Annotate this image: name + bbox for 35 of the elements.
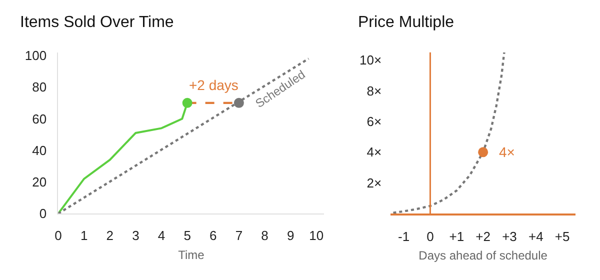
- x-tick-label: 0: [426, 228, 434, 244]
- x-tick-label: 5: [184, 228, 191, 244]
- y-tick-label: 60: [32, 111, 47, 126]
- chart-title: Price Multiple: [358, 14, 454, 31]
- y-tick-label: 0: [39, 206, 47, 222]
- x-axis-title: Days ahead of schedule: [418, 248, 548, 262]
- x-tick-label: -1: [398, 228, 410, 244]
- x-tick-label: 9: [286, 228, 294, 244]
- y-tick-label: 8×: [366, 83, 382, 98]
- y-tick-label: 10×: [360, 52, 382, 68]
- y-tick-label: 100: [24, 48, 47, 64]
- x-tick-label: +5: [554, 228, 570, 244]
- y-tick-label: 2×: [366, 175, 382, 190]
- x-axis-title: Time: [178, 248, 205, 262]
- y-tick-label: 4×: [366, 144, 382, 160]
- x-tick-label: +3: [502, 228, 517, 244]
- x-tick-label: +2: [476, 228, 490, 244]
- x-tick-label: 8: [261, 228, 268, 244]
- x-tick-label: +1: [449, 228, 464, 244]
- y-tick-label: 40: [32, 142, 47, 158]
- x-tick-label: 7: [235, 228, 243, 244]
- annotation: 4×: [499, 144, 515, 160]
- x-tick-label: 6: [210, 228, 217, 244]
- x-tick-label: 4: [158, 228, 166, 244]
- x-tick-label: 10: [309, 228, 324, 244]
- x-tick-label: 3: [132, 228, 140, 244]
- x-tick-label: 2: [106, 228, 114, 244]
- chart-title: Items Sold Over Time: [20, 14, 174, 31]
- x-tick-label: +4: [528, 228, 544, 244]
- y-tick-label: 20: [32, 174, 47, 190]
- y-tick-label: 80: [32, 80, 47, 95]
- x-tick-label: 0: [54, 228, 62, 244]
- annotation: +2 days: [189, 77, 238, 93]
- y-tick-label: 6×: [366, 114, 382, 129]
- x-tick-label: 1: [80, 228, 88, 244]
